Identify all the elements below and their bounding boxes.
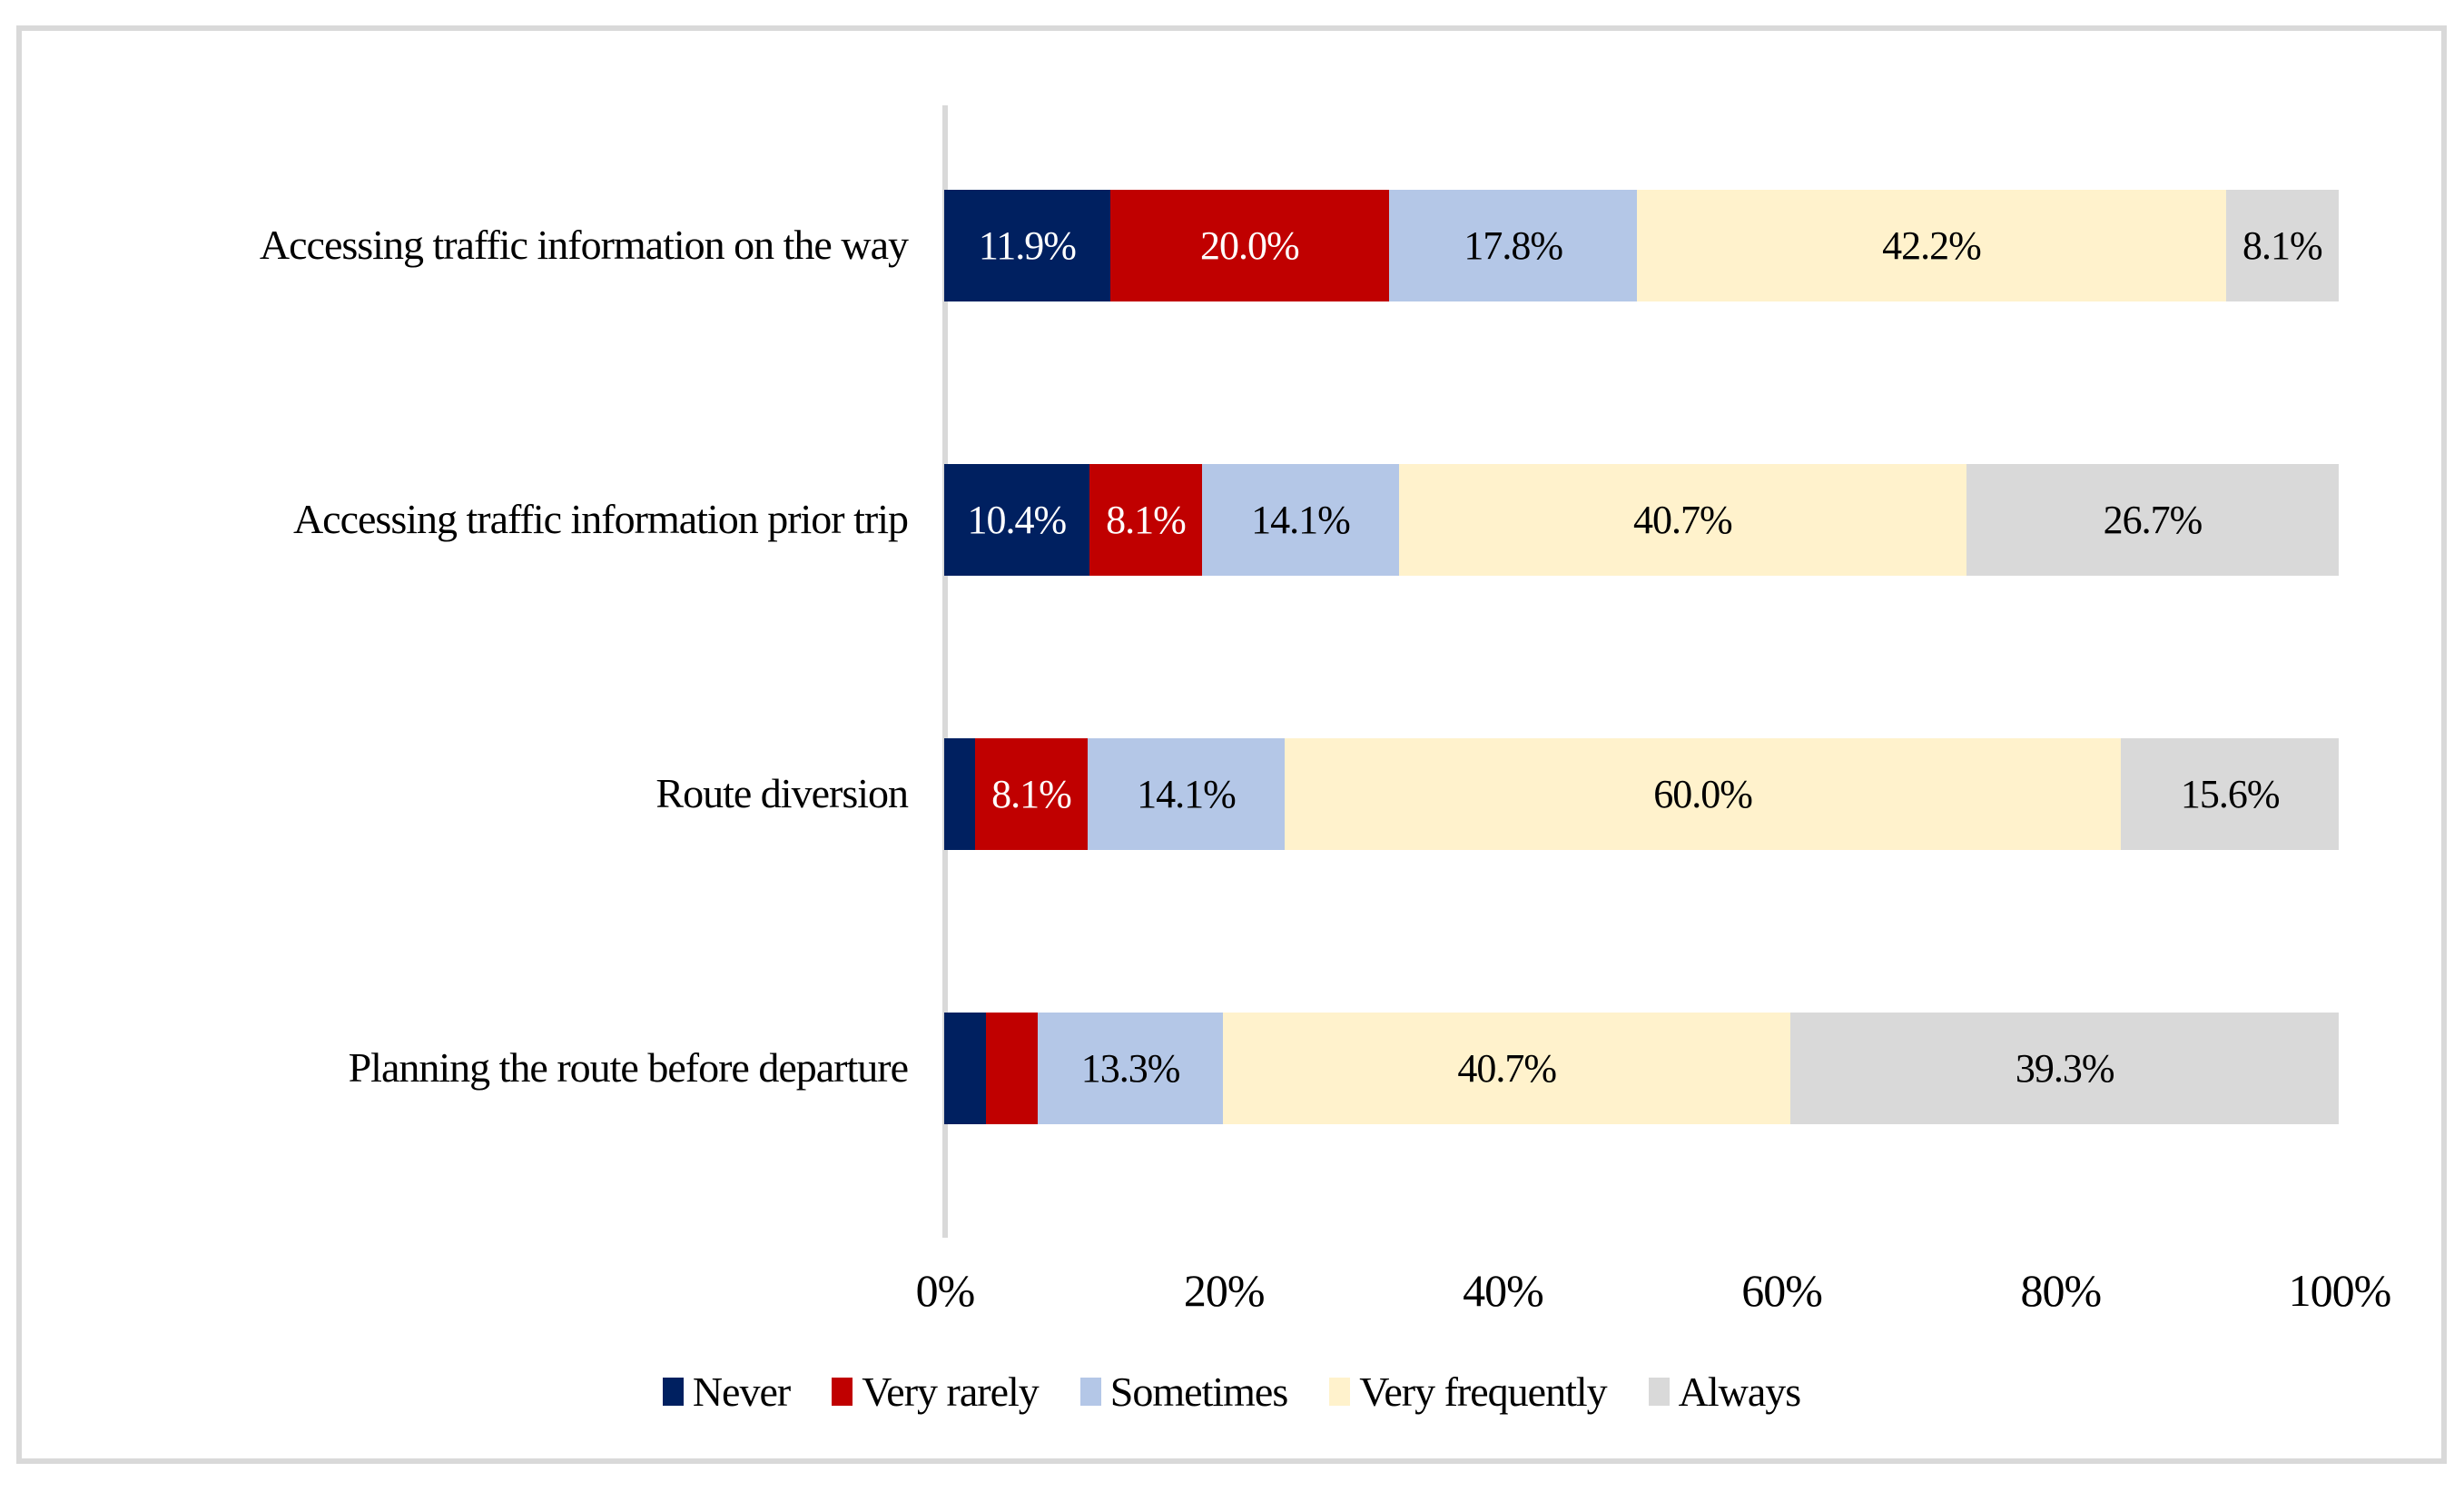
segment-value-label: 13.3% — [1080, 1045, 1181, 1091]
category-row-accessing-traffic-information-on-the-way: Accessing traffic information on the way… — [22, 108, 2441, 382]
legend-label: Sometimes — [1109, 1368, 1288, 1415]
bar-segment-always: 8.1% — [2225, 189, 2339, 301]
legend-marker-sometimes — [1079, 1378, 1101, 1406]
y-axis-line — [942, 105, 948, 1238]
category-label: Accessing traffic information on the way — [259, 221, 909, 268]
bar-rows: Accessing traffic information on the way… — [22, 108, 2441, 1205]
segment-value-label: 60.0% — [1653, 771, 1753, 816]
segment-value-label: 15.6% — [2180, 771, 2281, 816]
legend-item-never: Never — [662, 1368, 791, 1416]
segment-value-label: 14.1% — [1137, 771, 1237, 816]
bar-segment-very-frequently: 60.0% — [1284, 737, 2122, 850]
legend-label: Always — [1678, 1368, 1802, 1415]
category-row-route-diversion: Route diversion 8.1% 14.1% 60.0% 15.6% — [22, 657, 2441, 931]
chart-frame: Accessing traffic information on the way… — [16, 25, 2447, 1464]
segment-value-label: 42.2% — [1882, 222, 1982, 268]
segment-value-label: 26.7% — [2103, 497, 2203, 542]
bar-segment-always: 15.6% — [2121, 737, 2339, 850]
legend-item-very-rarely: Very rarely — [832, 1368, 1040, 1416]
legend-item-very-frequently: Very frequently — [1329, 1368, 1608, 1416]
legend: Never Very rarely Sometimes Very frequently… — [22, 1368, 2441, 1416]
segment-value-label: 8.1% — [991, 771, 1072, 816]
bar-segment-very-rarely: 8.1% — [974, 737, 1089, 850]
category-label: Accessing traffic information prior trip — [292, 495, 909, 542]
bar-segment-very-frequently: 42.2% — [1637, 189, 2226, 301]
bar-segment-very-rarely — [986, 1012, 1038, 1124]
legend-label: Very frequently — [1359, 1368, 1607, 1415]
stacked-bar: 8.1% 14.1% 60.0% 15.6% — [944, 737, 2339, 850]
bar-segment-very-frequently: 40.7% — [1223, 1012, 1791, 1124]
legend-item-always: Always — [1648, 1368, 1802, 1416]
bar-segment-never — [944, 737, 975, 850]
x-axis-tick-label: 0% — [915, 1265, 976, 1316]
category-row-planning-the-route-before-departure: Planning the route before departure 13.3%… — [22, 931, 2441, 1205]
x-axis-tick-label: 40% — [1463, 1265, 1544, 1316]
legend-item-sometimes: Sometimes — [1079, 1368, 1288, 1416]
segment-value-label: 20.0% — [1200, 222, 1300, 268]
bar-segment-very-frequently: 40.7% — [1398, 463, 1966, 576]
category-row-accessing-traffic-information-prior-trip: Accessing traffic information prior trip… — [22, 382, 2441, 657]
segment-value-label: 14.1% — [1251, 497, 1351, 542]
segment-value-label: 40.7% — [1632, 497, 1733, 542]
stacked-bar: 10.4% 8.1% 14.1% 40.7% 26.7% — [944, 463, 2339, 576]
bar-segment-very-rarely: 8.1% — [1089, 463, 1203, 576]
bar-segment-always: 26.7% — [1966, 463, 2339, 576]
bar-segment-sometimes: 13.3% — [1037, 1012, 1224, 1124]
x-axis-tick-label: 20% — [1183, 1265, 1266, 1316]
segment-value-label: 11.9% — [978, 222, 1077, 268]
x-axis-tick-labels: 0% 20% 40% 60% 80% 100% — [916, 1264, 2392, 1322]
legend-label: Never — [692, 1368, 791, 1415]
segment-value-label: 39.3% — [2015, 1045, 2115, 1091]
category-label: Route diversion — [655, 769, 909, 816]
segment-value-label: 8.1% — [1106, 497, 1187, 542]
legend-marker-very-frequently — [1329, 1378, 1351, 1406]
bar-segment-sometimes: 17.8% — [1388, 189, 1638, 301]
bar-segment-never: 11.9% — [944, 189, 1110, 301]
category-label: Planning the route before departure — [348, 1043, 909, 1091]
segment-value-label: 40.7% — [1457, 1045, 1557, 1091]
stacked-bar: 13.3% 40.7% 39.3% — [944, 1012, 2339, 1124]
legend-marker-always — [1648, 1378, 1670, 1406]
bar-segment-never — [944, 1012, 987, 1124]
x-axis-tick-label: 100% — [2288, 1265, 2392, 1316]
stacked-bar: 11.9% 20.0% 17.8% 42.2% 8.1% — [944, 189, 2339, 301]
legend-marker-very-rarely — [832, 1378, 853, 1406]
bar-segment-always: 39.3% — [1790, 1012, 2339, 1124]
segment-value-label: 10.4% — [967, 497, 1068, 542]
bar-segment-sometimes: 14.1% — [1088, 737, 1285, 850]
x-axis-tick-label: 80% — [2020, 1265, 2102, 1316]
bar-segment-sometimes: 14.1% — [1202, 463, 1399, 576]
legend-marker-never — [662, 1378, 684, 1406]
bar-segment-very-rarely: 20.0% — [1109, 189, 1389, 301]
bar-segment-never: 10.4% — [944, 463, 1089, 576]
segment-value-label: 17.8% — [1464, 222, 1563, 268]
segment-value-label: 8.1% — [2242, 222, 2323, 268]
legend-label: Very rarely — [862, 1368, 1040, 1415]
x-axis-tick-label: 60% — [1741, 1265, 1823, 1316]
